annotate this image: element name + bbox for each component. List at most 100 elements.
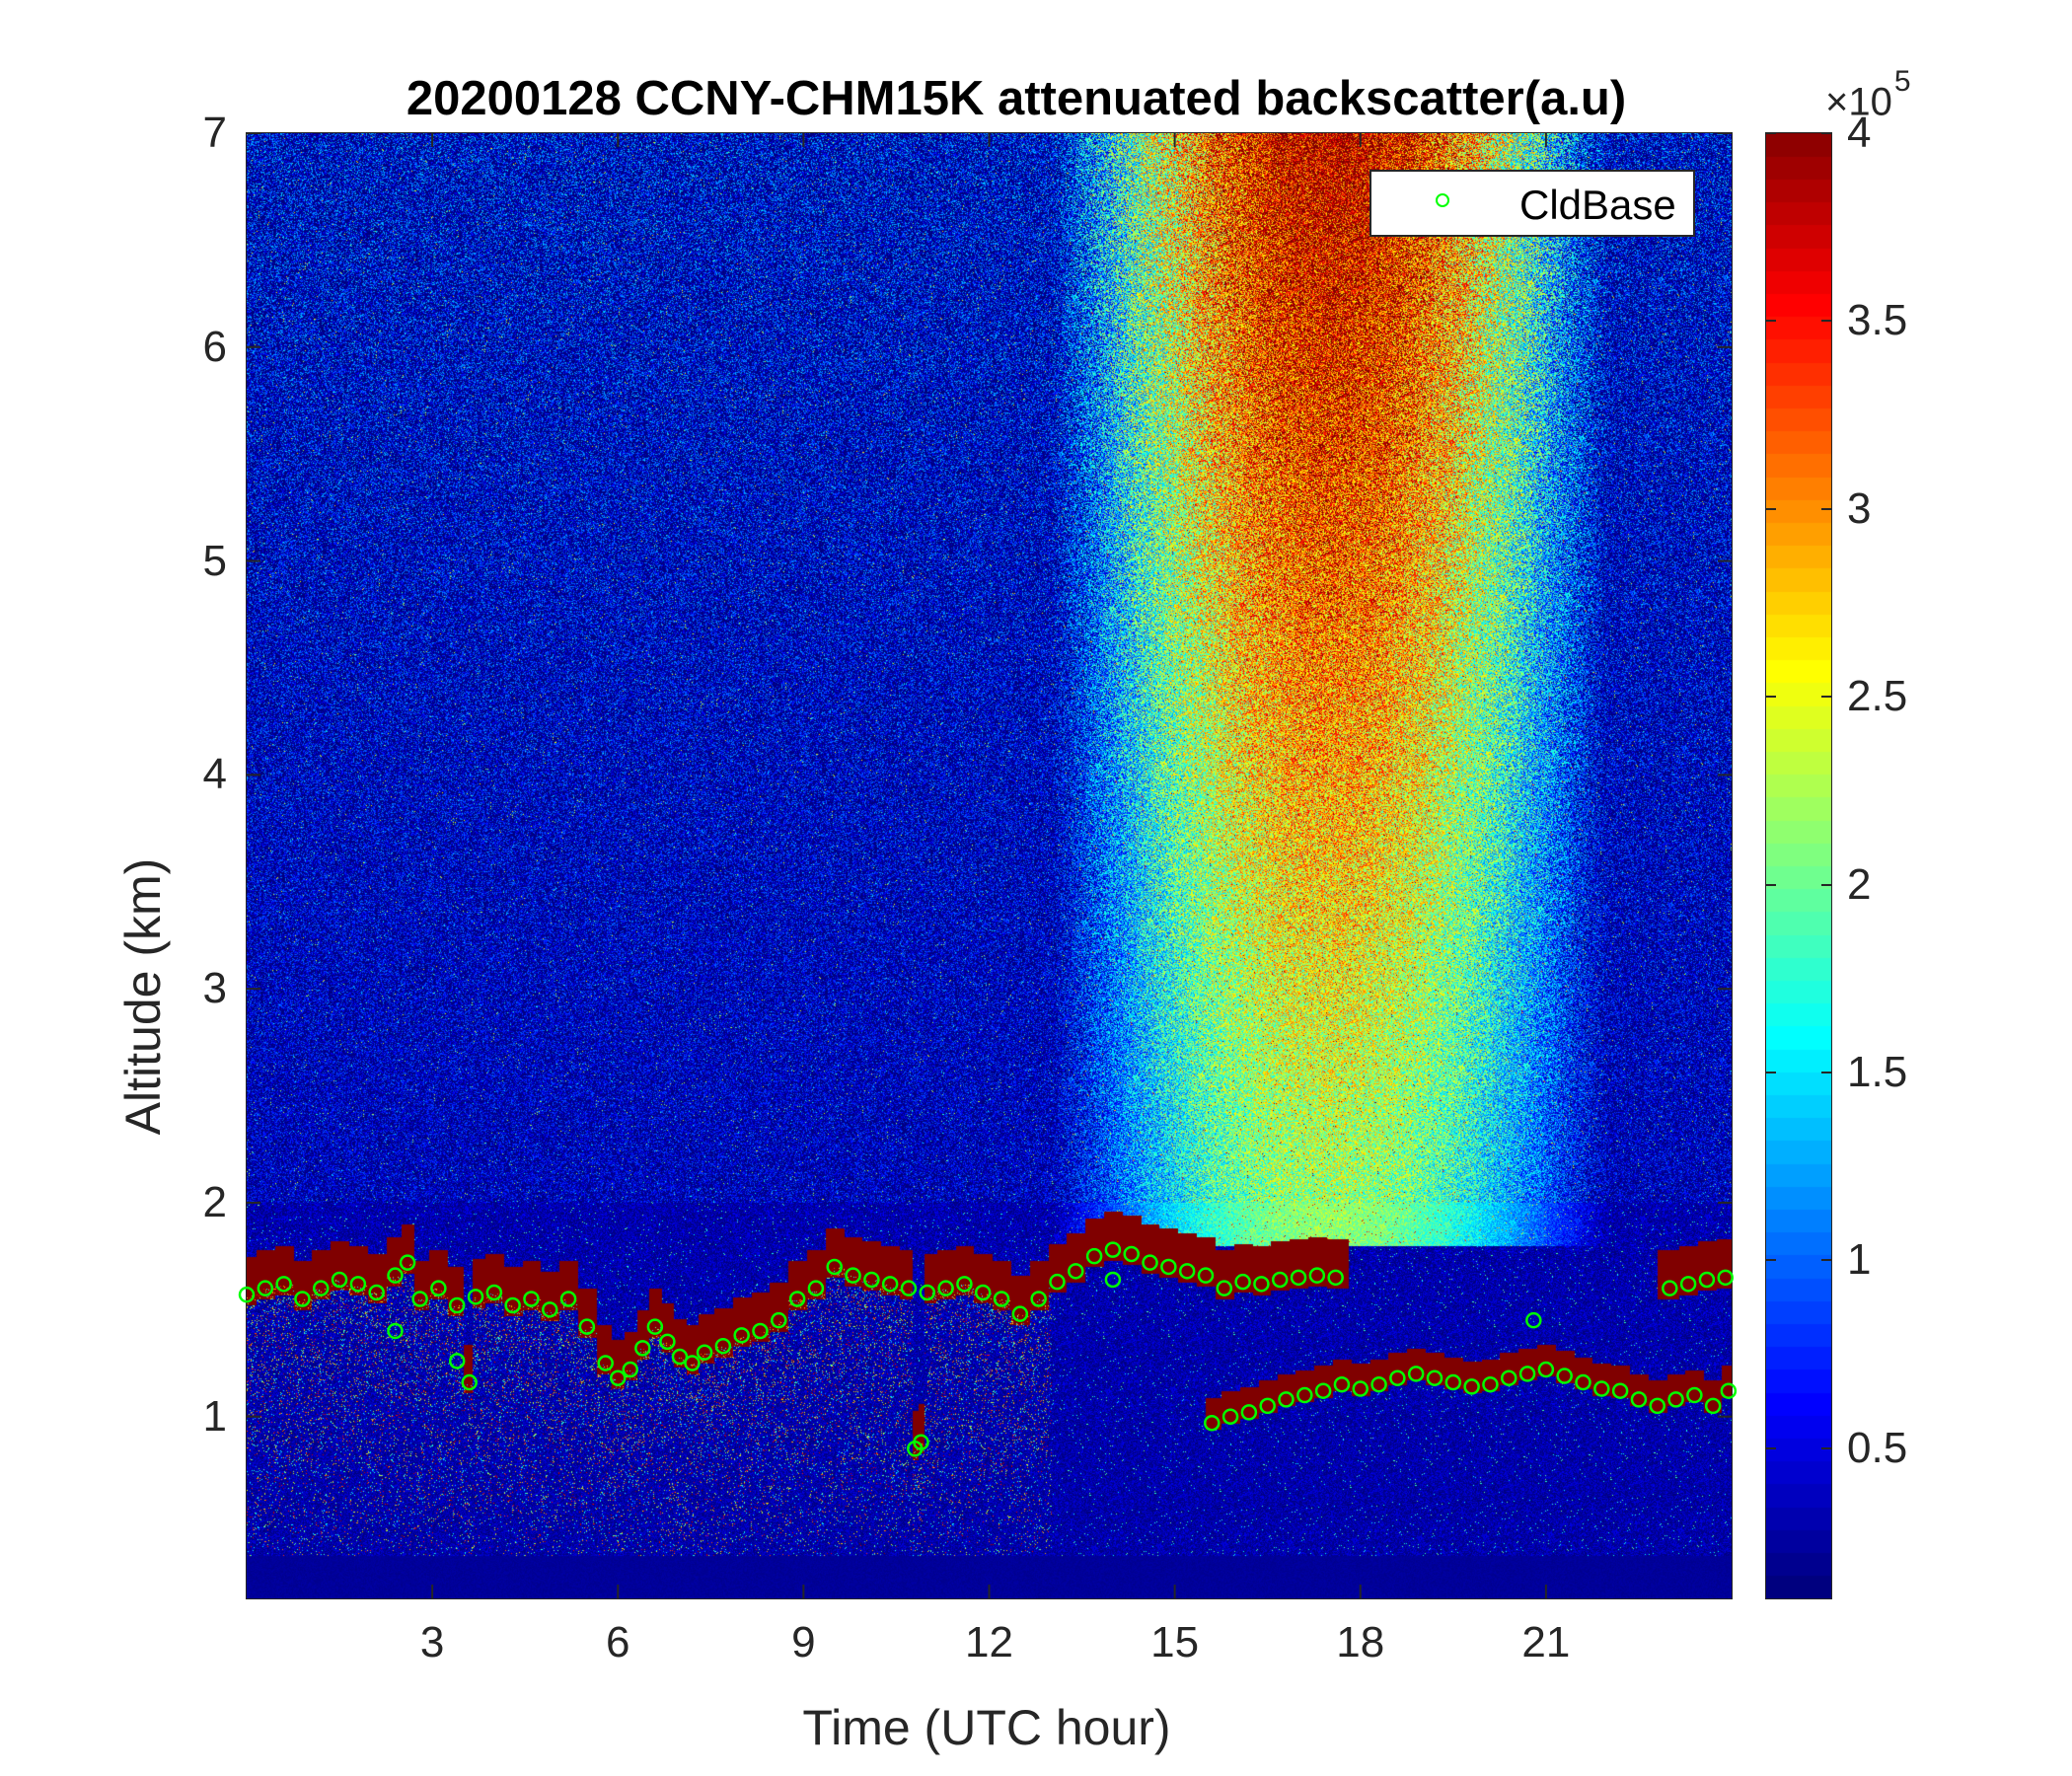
colorbar-tick-mark xyxy=(1821,507,1831,510)
cldbase-point xyxy=(399,1254,416,1271)
cldbase-point xyxy=(1123,1245,1140,1263)
cldbase-point xyxy=(937,1280,954,1296)
legend: CldBase xyxy=(1369,170,1695,237)
y-tick-label: 2 xyxy=(202,1177,227,1226)
legend-marker-circle-icon xyxy=(1436,193,1449,207)
colorbar-tick-mark xyxy=(1821,696,1831,699)
colorbar-tick-label: 3.5 xyxy=(1847,296,1908,345)
colorbar-tick-mark xyxy=(1766,132,1776,134)
colorbar-tick-mark xyxy=(1766,1446,1776,1449)
colorbar-exponent-base: ×10 xyxy=(1825,80,1892,124)
x-tick-label: 15 xyxy=(1150,1618,1200,1666)
cldbase-point xyxy=(919,1284,936,1301)
cldbase-point xyxy=(1537,1361,1555,1378)
cldbase-point xyxy=(238,1286,256,1303)
cldbase-point xyxy=(597,1355,614,1371)
colorbar-tick-mark xyxy=(1766,507,1776,510)
cldbase-point xyxy=(733,1327,750,1344)
cldbase-point xyxy=(1296,1386,1313,1404)
cldbase-point xyxy=(257,1280,274,1296)
cldbase-point xyxy=(845,1267,861,1284)
cldbase-point xyxy=(1389,1369,1406,1386)
cldbase-point xyxy=(974,1284,992,1301)
cldbase-point xyxy=(1370,1375,1387,1393)
x-tick-label: 3 xyxy=(419,1618,445,1666)
cldbase-point xyxy=(1662,1280,1678,1296)
cldbase-point xyxy=(467,1289,484,1305)
cldbase-point xyxy=(863,1271,880,1289)
cldbase-point xyxy=(900,1280,918,1296)
cldbase-point xyxy=(1197,1267,1215,1284)
x-tick-label: 9 xyxy=(791,1618,816,1666)
cldbase-point xyxy=(1290,1269,1307,1287)
cldbase-point xyxy=(646,1318,664,1335)
cldbase-point xyxy=(1704,1397,1722,1415)
colorbar-exponent-power: 5 xyxy=(1893,65,1911,98)
cldbase-point xyxy=(610,1369,627,1386)
cldbase-point xyxy=(448,1296,466,1314)
cldbase-point xyxy=(1160,1258,1177,1276)
colorbar-tick-mark xyxy=(1821,1071,1831,1073)
colorbar-tick-label: 1.5 xyxy=(1847,1047,1908,1096)
cldbase-point xyxy=(634,1340,651,1357)
cldbase-point xyxy=(1259,1397,1276,1415)
cldbase-point xyxy=(1204,1414,1221,1432)
colorbar-tick-mark xyxy=(1821,883,1831,886)
cldbase-point xyxy=(1068,1263,1084,1280)
cldbase-point xyxy=(1314,1382,1332,1399)
cldbase-point xyxy=(1011,1305,1029,1322)
cldbase-point xyxy=(1720,1382,1738,1399)
colorbar-tick-label: 0.5 xyxy=(1847,1423,1908,1472)
cldbase-point xyxy=(1234,1273,1251,1291)
x-tick-label: 6 xyxy=(606,1618,630,1666)
cldbase-point xyxy=(1240,1404,1258,1421)
cldbase-point xyxy=(1327,1269,1344,1287)
cldbase-point xyxy=(1426,1369,1443,1386)
x-tick-label: 21 xyxy=(1521,1618,1571,1666)
cldbase-point xyxy=(1463,1378,1480,1395)
cldbase-point xyxy=(1104,1241,1122,1258)
cldbase-point xyxy=(1308,1267,1326,1284)
cldbase-point xyxy=(1216,1280,1233,1296)
cldbase-point xyxy=(1501,1369,1517,1386)
cldbase-point xyxy=(1667,1391,1684,1408)
y-tick-label: 4 xyxy=(202,750,227,799)
cldbase-point xyxy=(771,1311,787,1329)
cldbase-point xyxy=(1253,1276,1270,1293)
cldbase-point xyxy=(956,1276,973,1293)
cldbase-point xyxy=(485,1284,503,1301)
cldbase-point xyxy=(411,1291,428,1307)
cldbase-point xyxy=(1030,1291,1047,1307)
cldbase-point xyxy=(752,1322,769,1340)
cldbase-point xyxy=(331,1271,348,1289)
cldbase-point xyxy=(807,1280,825,1296)
plot-overlay xyxy=(238,132,1738,1598)
cldbase-point xyxy=(430,1280,447,1296)
cldbase-point xyxy=(1278,1391,1295,1408)
colorbar xyxy=(1765,132,1832,1599)
cldbase-point xyxy=(993,1291,1010,1307)
y-axis-label: Altitude (km) xyxy=(115,857,171,1136)
cldbase-point xyxy=(1352,1380,1369,1397)
cldbase-point xyxy=(349,1276,367,1293)
axis-tick-marks xyxy=(247,132,1732,1598)
x-axis-label: Time (UTC hour) xyxy=(802,1700,1171,1755)
cldbase-point xyxy=(1630,1391,1648,1408)
cldbase-point xyxy=(684,1355,701,1371)
cldbase-point xyxy=(578,1318,596,1335)
cldbase-point xyxy=(387,1322,404,1340)
x-tick-label: 12 xyxy=(965,1618,1013,1666)
cldbase-point xyxy=(1649,1397,1665,1415)
cldbase-point xyxy=(1593,1380,1610,1397)
cldbase-point xyxy=(1333,1375,1351,1393)
cldbase-point xyxy=(1178,1263,1196,1280)
plot-area xyxy=(238,132,1738,1599)
cldbase-point xyxy=(714,1337,732,1355)
cldbase-point xyxy=(1142,1254,1158,1271)
colorbar-exponent: ×105 xyxy=(1825,65,1911,124)
cldbase-point xyxy=(1698,1271,1716,1289)
colorbar-tick-mark xyxy=(1766,696,1776,699)
cldbase-point xyxy=(1407,1366,1425,1382)
chart-title: 20200128 CCNY-CHM15K attenuated backscat… xyxy=(406,72,1627,125)
